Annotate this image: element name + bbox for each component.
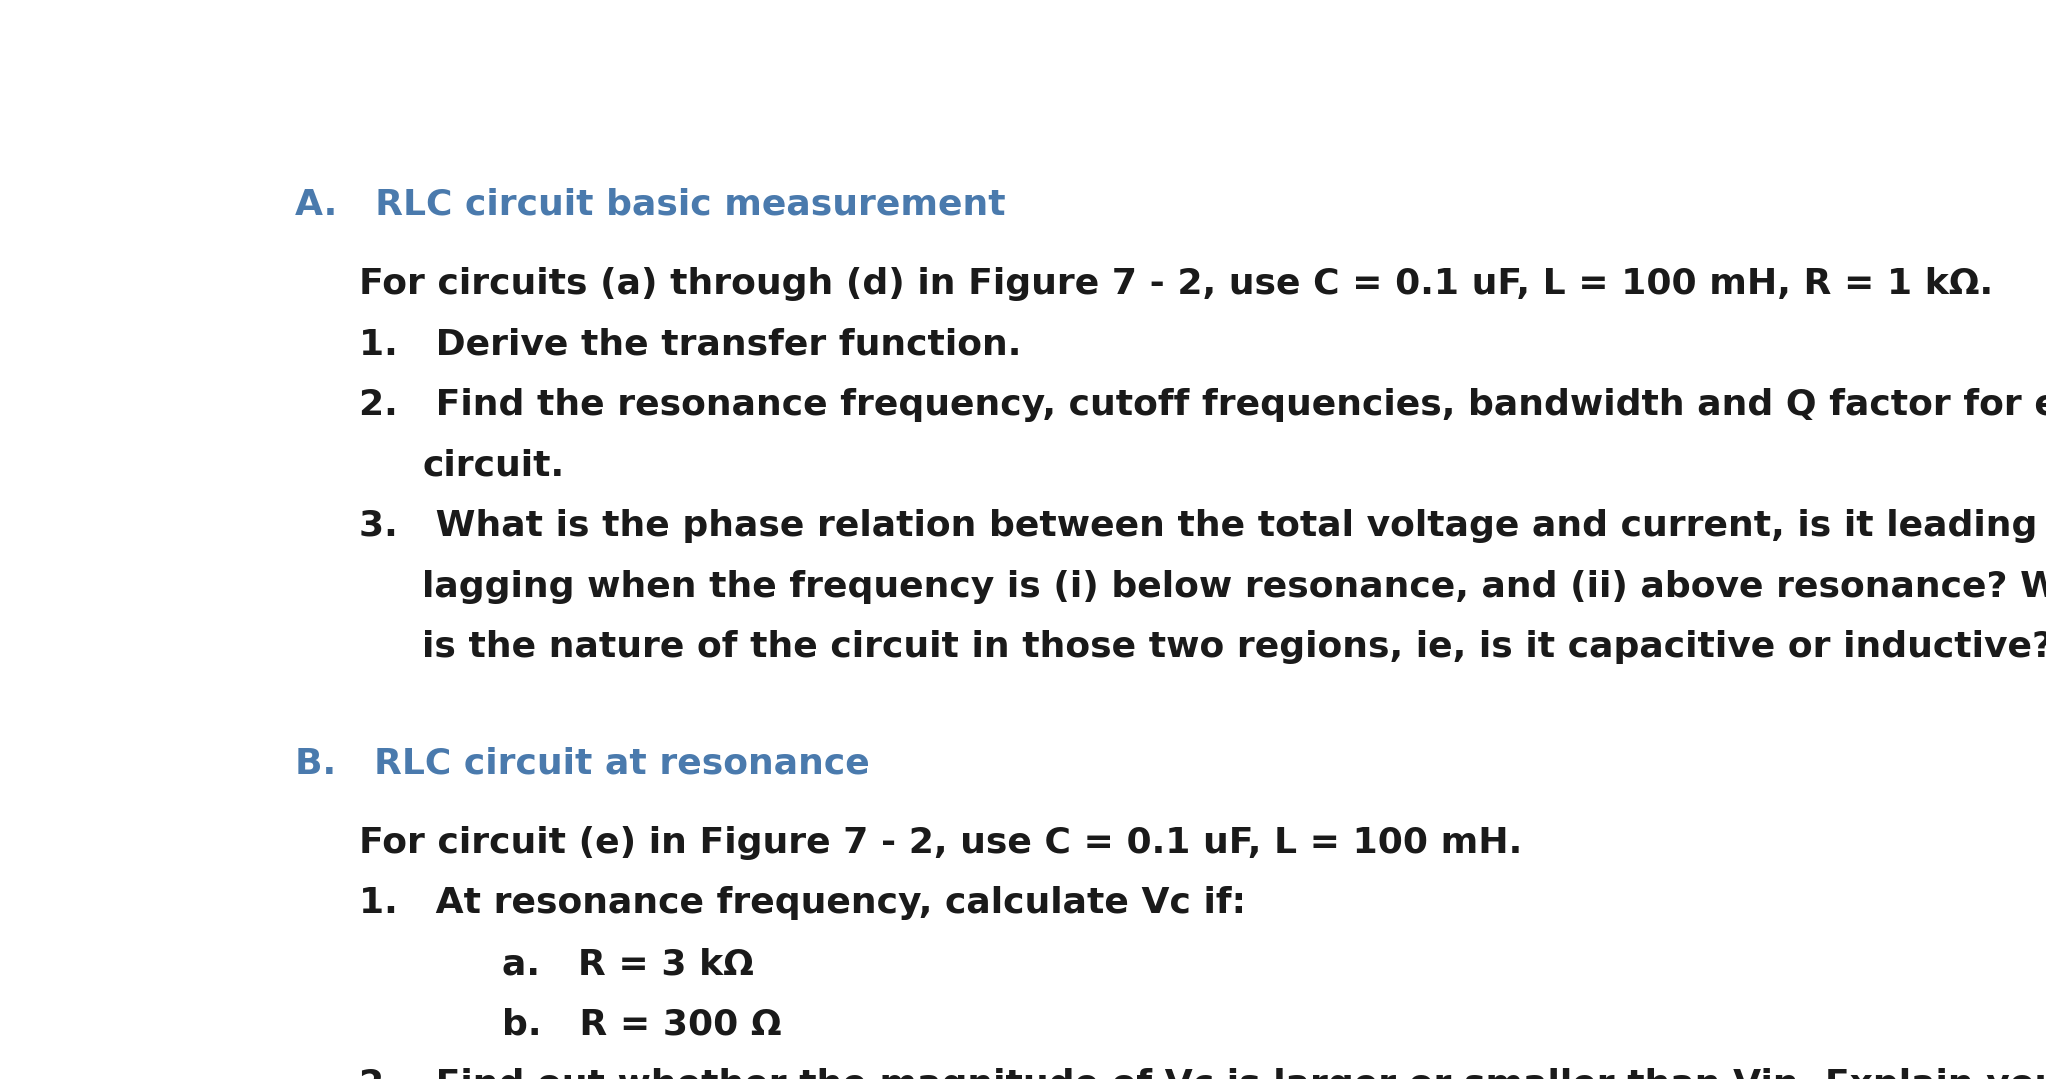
- Text: A.   RLC circuit basic measurement: A. RLC circuit basic measurement: [295, 188, 1007, 221]
- Text: 3.   What is the phase relation between the total voltage and current, is it lea: 3. What is the phase relation between th…: [358, 509, 2046, 543]
- Text: b.   R = 300 Ω: b. R = 300 Ω: [501, 1008, 782, 1041]
- Text: For circuit (e) in Figure 7 - 2, use C = 0.1 uF, L = 100 mH.: For circuit (e) in Figure 7 - 2, use C =…: [358, 825, 1522, 860]
- Text: 1.   At resonance frequency, calculate Vc if:: 1. At resonance frequency, calculate Vc …: [358, 886, 1246, 920]
- Text: B.   RLC circuit at resonance: B. RLC circuit at resonance: [295, 747, 870, 781]
- Text: For circuits (a) through (d) in Figure 7 - 2, use C = 0.1 uF, L = 100 mH, R = 1 : For circuits (a) through (d) in Figure 7…: [358, 267, 1993, 301]
- Text: 2.   Find out whether the magnitude of Vc is larger or smaller than Vin. Explain: 2. Find out whether the magnitude of Vc …: [358, 1068, 2046, 1079]
- Text: is the nature of the circuit in those two regions, ie, is it capacitive or induc: is the nature of the circuit in those tw…: [421, 630, 2046, 665]
- Text: 2.   Find the resonance frequency, cutoff frequencies, bandwidth and Q factor fo: 2. Find the resonance frequency, cutoff …: [358, 387, 2046, 422]
- Text: circuit.: circuit.: [421, 449, 565, 482]
- Text: 1.   Derive the transfer function.: 1. Derive the transfer function.: [358, 327, 1021, 361]
- Text: a.   R = 3 kΩ: a. R = 3 kΩ: [501, 947, 753, 981]
- Text: lagging when the frequency is (i) below resonance, and (ii) above resonance? Wha: lagging when the frequency is (i) below …: [421, 570, 2046, 604]
